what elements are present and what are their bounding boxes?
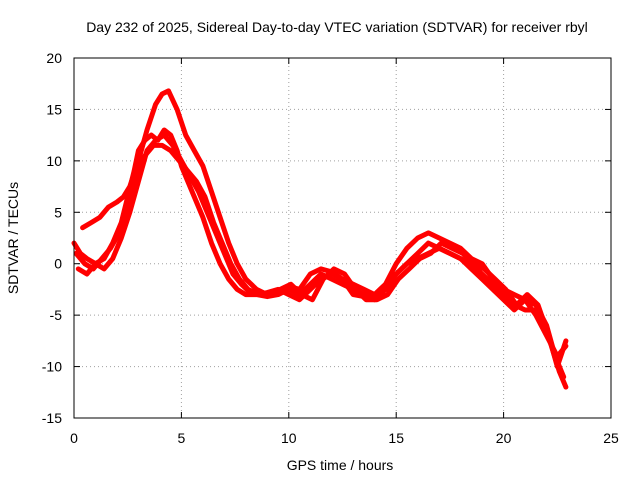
y-tick-label: 20 — [46, 50, 62, 66]
y-tick-label: 15 — [46, 101, 62, 117]
x-tick-label: 0 — [70, 430, 78, 446]
x-tick-label: 20 — [496, 430, 512, 446]
grid — [74, 58, 611, 418]
x-tick-label: 5 — [178, 430, 186, 446]
y-tick-label: -10 — [42, 359, 62, 375]
y-tick-label: 10 — [46, 153, 62, 169]
chart-title: Day 232 of 2025, Sidereal Day-to-day VTE… — [86, 19, 588, 35]
series-line-sat-a — [71, 127, 569, 390]
series-line-sat-d — [73, 142, 569, 370]
series-line-sat-b — [75, 132, 567, 380]
y-tick-label: 0 — [54, 256, 62, 272]
x-tick-label: 10 — [281, 430, 297, 446]
y-tick-label: -15 — [42, 410, 62, 426]
x-tick-label: 15 — [388, 430, 404, 446]
x-tick-label: 25 — [603, 430, 619, 446]
series-group — [71, 88, 569, 390]
tick-labels: 0 5 10 15 20 25 -15 -10 -5 0 5 10 15 20 — [42, 50, 619, 446]
y-tick-label: 5 — [54, 204, 62, 220]
y-axis-label: SDTVAR / TECUs — [5, 182, 21, 294]
y-tick-label: -5 — [50, 307, 63, 323]
plot-frame — [73, 57, 612, 419]
series-line-sat-c — [80, 88, 569, 359]
x-axis-label: GPS time / hours — [287, 457, 394, 473]
